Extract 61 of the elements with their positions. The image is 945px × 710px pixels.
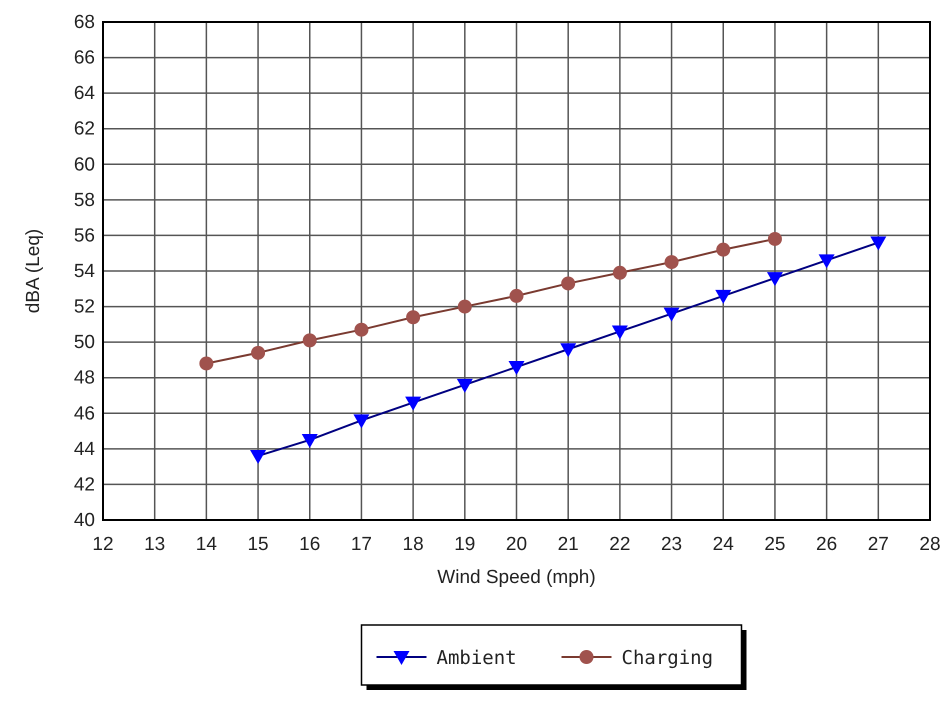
x-tick-label: 19 xyxy=(454,534,476,555)
point xyxy=(458,300,472,314)
x-tick-label: 24 xyxy=(712,534,734,555)
point xyxy=(664,255,679,270)
y-tick-label: 50 xyxy=(74,332,95,354)
y-tick-label: 60 xyxy=(74,154,95,176)
point xyxy=(715,290,732,304)
point xyxy=(766,272,783,286)
x-tick-label: 20 xyxy=(506,534,528,555)
y-tick-label: 56 xyxy=(74,225,95,246)
y-tick-label: 64 xyxy=(74,83,96,104)
y-tick-label: 46 xyxy=(74,403,95,424)
x-tick-label: 17 xyxy=(350,534,372,555)
x-tick-label: 27 xyxy=(868,534,889,555)
y-tick-label: 48 xyxy=(74,368,95,389)
y-tick-label: 52 xyxy=(74,296,95,318)
point xyxy=(561,276,576,290)
point xyxy=(612,325,628,340)
legend-label: Ambient xyxy=(436,647,517,669)
point xyxy=(612,266,627,280)
point xyxy=(456,378,473,393)
point xyxy=(508,361,524,376)
point xyxy=(716,242,730,257)
y-tick-label: 62 xyxy=(74,118,95,140)
x-tick-label: 16 xyxy=(299,534,320,555)
point xyxy=(560,343,576,358)
point xyxy=(302,333,317,348)
x-tick-label: 13 xyxy=(144,534,166,555)
point xyxy=(664,308,680,322)
point xyxy=(405,396,422,411)
point xyxy=(870,236,886,251)
point xyxy=(302,434,318,448)
x-tick-label: 28 xyxy=(919,534,941,555)
x-tick-label: 14 xyxy=(196,534,218,555)
x-tick-label: 21 xyxy=(558,534,579,555)
x-tick-label: 12 xyxy=(92,534,114,555)
x-axis-title: Wind Speed (mph) xyxy=(437,567,596,588)
x-tick-label: 26 xyxy=(816,534,838,555)
point xyxy=(510,288,524,303)
y-tick-label: 44 xyxy=(74,438,96,460)
y-tick-label: 42 xyxy=(74,474,95,496)
x-tick-label: 15 xyxy=(247,534,269,555)
point xyxy=(768,232,782,246)
y-tick-label: 40 xyxy=(74,510,95,531)
point xyxy=(250,450,266,464)
point xyxy=(199,356,214,370)
point xyxy=(406,310,420,324)
point xyxy=(354,322,368,337)
x-tick-label: 23 xyxy=(660,534,682,555)
y-tick-label: 68 xyxy=(74,12,95,33)
point xyxy=(353,414,370,428)
point xyxy=(251,346,266,360)
point xyxy=(818,254,835,268)
x-tick-label: 22 xyxy=(609,534,630,555)
y-tick-label: 58 xyxy=(74,190,95,211)
x-tick-label: 18 xyxy=(402,534,424,555)
y-axis-title: dBA (Leq) xyxy=(23,228,44,314)
y-tick-label: 54 xyxy=(74,261,96,282)
x-tick-label: 25 xyxy=(764,534,786,555)
legend-label: Charging xyxy=(622,647,714,669)
y-tick-label: 66 xyxy=(74,48,95,69)
